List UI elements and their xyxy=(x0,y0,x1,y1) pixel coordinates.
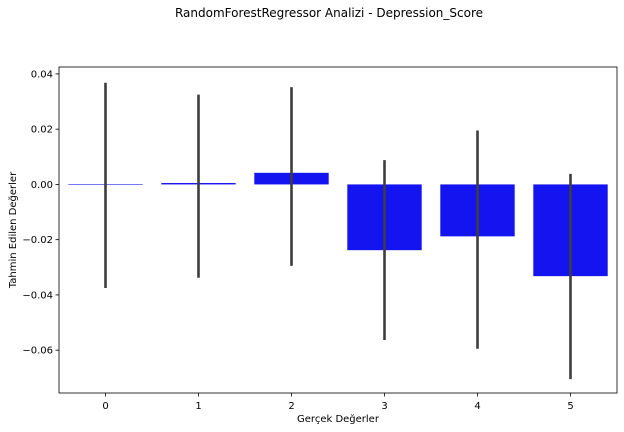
y-tick-label: −0.06 xyxy=(22,346,53,357)
y-tick-label: −0.02 xyxy=(22,235,53,246)
x-tick-label: 1 xyxy=(195,401,201,412)
x-tick-label: 2 xyxy=(288,401,294,412)
y-axis: 0.04 0.02 0.00 −0.02 −0.04 −0.06 xyxy=(22,69,59,357)
x-tick-label: 0 xyxy=(102,401,108,412)
chart-title: RandomForestRegressor Analizi - Depressi… xyxy=(175,6,483,20)
y-tick-label: 0.02 xyxy=(31,125,53,136)
y-axis-title: Tahmin Edilen Değerler xyxy=(7,171,19,289)
plot-frame xyxy=(58,66,618,394)
x-axis: 0 1 2 3 4 5 xyxy=(102,393,574,412)
y-tick-label: 0.04 xyxy=(31,69,53,80)
x-tick-label: 3 xyxy=(381,401,387,412)
y-tick-label: −0.04 xyxy=(22,290,53,301)
x-tick-label: 5 xyxy=(567,401,573,412)
y-tick-label: 0.00 xyxy=(31,180,53,191)
x-tick-label: 4 xyxy=(474,401,480,412)
x-axis-title: Gerçek Değerler xyxy=(297,413,380,425)
plot-area xyxy=(68,82,608,380)
